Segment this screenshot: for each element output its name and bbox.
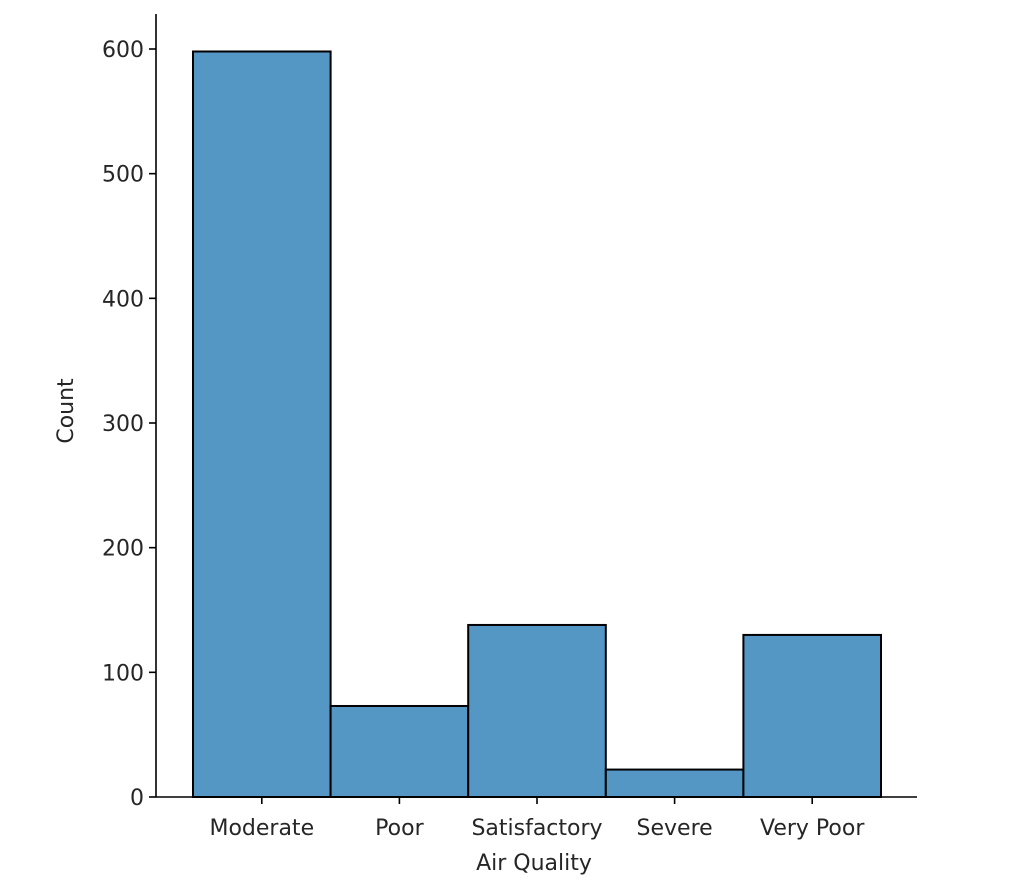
y-tick-label: 400 [102, 287, 144, 312]
bar-severe [604, 768, 745, 798]
x-tick-label: Severe [637, 816, 713, 841]
y-axis: 0 100 200 300 400 500 600 [102, 14, 157, 811]
y-tick-label: 500 [102, 163, 144, 188]
y-tick-label: 300 [102, 412, 144, 437]
y-tick-label: 100 [102, 661, 144, 686]
y-tick-label: 200 [102, 537, 144, 562]
x-tick-label: Moderate [209, 816, 314, 841]
bar-very-poor [742, 633, 883, 799]
bar-poor [329, 704, 470, 799]
y-tick-label: 0 [130, 786, 144, 811]
bars-group [192, 50, 883, 799]
x-axis-title: Air Quality [476, 851, 592, 876]
bar-moderate [192, 50, 332, 798]
x-tick-label: Very Poor [760, 816, 865, 841]
y-axis-title: Count [54, 378, 79, 444]
x-tick-label: Satisfactory [471, 816, 602, 841]
x-tick-label: Poor [375, 816, 424, 841]
bar-satisfactory [467, 623, 607, 799]
y-tick-label: 600 [102, 38, 144, 63]
x-axis: Moderate Poor Satisfactory Severe Very Poor [156, 796, 917, 841]
